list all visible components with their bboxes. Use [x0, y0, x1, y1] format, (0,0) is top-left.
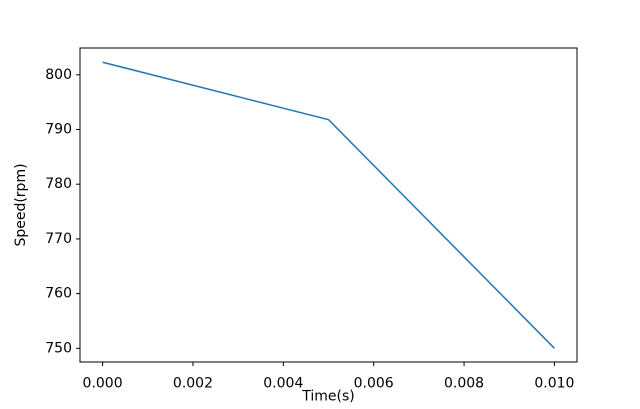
- x-tick-label: 0.000: [83, 376, 123, 392]
- y-axis-ticks: 750 760 770 780 790 800: [45, 67, 80, 356]
- y-tick-label: 750: [45, 340, 72, 356]
- x-tick-label: 0.010: [534, 376, 574, 392]
- y-tick-label: 790: [45, 122, 72, 138]
- x-tick-label: 0.008: [444, 376, 484, 392]
- speed-line: [102, 61, 555, 349]
- x-tick-label: 0.002: [173, 376, 213, 392]
- y-tick-label: 800: [45, 67, 72, 83]
- y-axis-label: Speed(rpm): [13, 163, 29, 246]
- y-tick-label: 770: [45, 231, 72, 247]
- plot-area: [80, 48, 577, 362]
- y-tick-label: 760: [45, 286, 72, 302]
- plot-border: [79, 47, 578, 363]
- x-tick-label: 0.006: [354, 376, 394, 392]
- x-tick-label: 0.004: [263, 376, 303, 392]
- x-axis-ticks: 0.000 0.002 0.004 0.006 0.008 0.010: [83, 362, 574, 392]
- y-tick-label: 780: [45, 176, 72, 192]
- x-axis-label: Time(s): [301, 389, 354, 405]
